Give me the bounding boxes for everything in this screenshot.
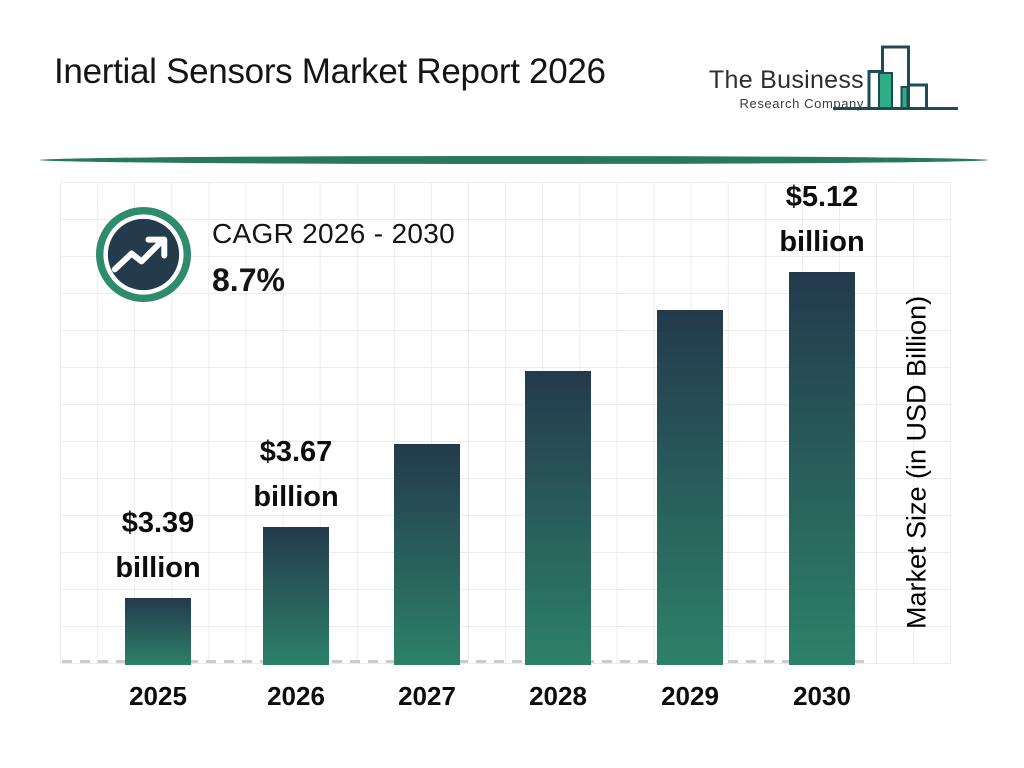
- bar-2026: [263, 527, 329, 665]
- bar-2028: [525, 371, 591, 665]
- bar-2027: [394, 444, 460, 665]
- divider-line: [40, 156, 988, 164]
- bar-value-label-2030: $5.12 billion: [779, 181, 865, 258]
- x-tick-2028: 2028: [529, 681, 587, 711]
- logo-bars-icon: [833, 45, 958, 110]
- page-title: Inertial Sensors Market Report 2026: [54, 52, 606, 91]
- bar-value-label-2026: $3.67 billion: [253, 436, 339, 513]
- company-logo-text: The Business Research Company: [698, 66, 864, 111]
- logo-company-name: The Business: [708, 66, 864, 94]
- x-tick-2026: 2026: [267, 681, 325, 711]
- cagr-value: 8.7%: [212, 262, 285, 298]
- x-tick-2027: 2027: [398, 681, 456, 711]
- cagr-label: CAGR 2026 - 2030: [212, 218, 455, 249]
- x-tick-2030: 2030: [793, 681, 851, 711]
- logo-company-subtitle: Research Company: [739, 96, 864, 111]
- bar-value-label-2025: $3.39 billion: [115, 507, 201, 584]
- x-tick-2025: 2025: [129, 681, 187, 711]
- bar-2030: [789, 272, 855, 665]
- x-tick-2029: 2029: [661, 681, 719, 711]
- bar-2029: [657, 310, 723, 665]
- x-axis-line: [62, 660, 870, 663]
- trending-up-icon: [95, 206, 192, 303]
- bar-2025: [125, 598, 191, 665]
- y-axis-label: Market Size (in USD Billion): [901, 295, 932, 629]
